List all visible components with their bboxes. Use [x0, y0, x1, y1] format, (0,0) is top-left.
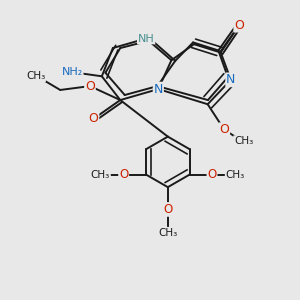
- Text: NH: NH: [138, 34, 154, 44]
- Text: NH₂: NH₂: [61, 67, 83, 77]
- Text: CH₃: CH₃: [91, 169, 110, 179]
- Text: N: N: [226, 74, 236, 86]
- Text: O: O: [119, 168, 128, 181]
- Text: CH₃: CH₃: [26, 71, 45, 81]
- Text: O: O: [163, 203, 172, 216]
- Text: O: O: [234, 19, 244, 32]
- Text: O: O: [207, 168, 217, 181]
- Text: O: O: [85, 80, 95, 93]
- Text: CH₃: CH₃: [234, 136, 253, 146]
- Text: N: N: [154, 82, 163, 96]
- Text: CH₃: CH₃: [226, 169, 245, 179]
- Text: O: O: [219, 123, 229, 136]
- Text: O: O: [88, 112, 98, 125]
- Text: CH₃: CH₃: [158, 228, 178, 238]
